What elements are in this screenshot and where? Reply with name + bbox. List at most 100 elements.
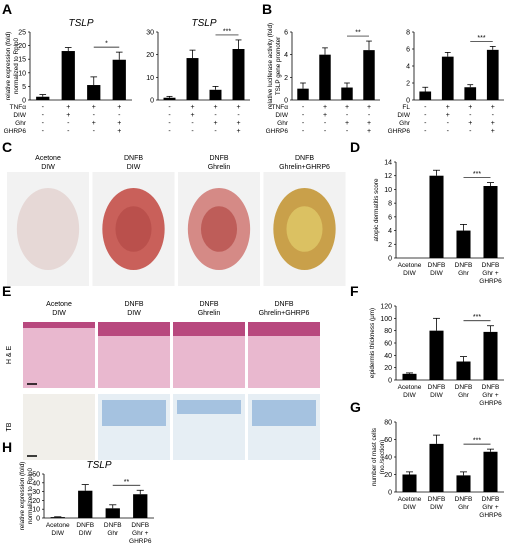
treatment-sign: +: [117, 120, 121, 127]
skin-lesion: [16, 187, 80, 271]
treatment-sign: +: [468, 120, 472, 127]
treatment-sign: -: [346, 112, 349, 119]
panel-e-item: DNFB DIW: [98, 301, 170, 460]
bar: [429, 330, 444, 380]
y-tick-label: 0: [36, 516, 40, 523]
treatment-sign: -: [168, 104, 171, 111]
treatment-sign: +: [117, 104, 121, 111]
treatment-sign: +: [117, 128, 121, 135]
bar: [341, 87, 353, 100]
group-label: GHRP6: [479, 278, 502, 285]
panel-c-item: DNFB Ghrelin: [178, 155, 260, 286]
y-tick-label: 0: [388, 490, 392, 497]
treatment-sign: +: [66, 112, 70, 119]
panel-letter-h: H: [2, 439, 12, 455]
treatment-sign: +: [190, 104, 194, 111]
y-tick-label: 5: [22, 84, 26, 91]
y-tick-label: 80: [384, 328, 392, 335]
group-label: DIW: [430, 392, 444, 399]
group-label: DIW: [430, 504, 444, 511]
treatment-sign: -: [424, 104, 427, 111]
treatment-sign: -: [214, 112, 217, 119]
treatment-sign: -: [302, 104, 305, 111]
treatment-sign: -: [447, 128, 450, 135]
treatment-row-label: TNFα: [10, 104, 27, 111]
bar: [87, 85, 101, 100]
mast-cell-staining: [252, 400, 316, 426]
panel-e-label: DIW: [52, 310, 66, 317]
treatment-sign: -: [168, 120, 171, 127]
y-tick-label: 12: [384, 173, 392, 180]
treatment-sign: -: [424, 128, 427, 135]
treatment-sign: -: [93, 128, 96, 135]
bar: [78, 490, 93, 518]
bar: [464, 87, 477, 100]
treatment-row-label: DIW: [275, 112, 289, 119]
y-tick-label: 2: [284, 75, 288, 82]
y-axis-label: TSLP gene promoter: [275, 37, 282, 95]
y-axis-label: (no./section): [379, 440, 386, 475]
y-tick-label: 4: [284, 52, 288, 59]
bar: [232, 49, 245, 100]
he-stain-image: [23, 322, 95, 388]
group-label: Ghr +: [482, 392, 499, 399]
treatment-sign: -: [469, 128, 472, 135]
treatment-row-label: DIW: [397, 112, 411, 119]
y-tick-label: 120: [380, 304, 392, 311]
treatment-sign: +: [345, 120, 349, 127]
treatment-sign: +: [236, 104, 240, 111]
bar: [402, 474, 417, 492]
treatment-sign: -: [469, 112, 472, 119]
panel-c-item: DNFB DIW: [92, 155, 175, 286]
significance-label: **: [124, 479, 130, 486]
bar: [209, 89, 222, 100]
significance-label: ***: [473, 438, 481, 445]
treatment-sign: -: [93, 112, 96, 119]
panel-c-label: Acetone: [35, 155, 61, 162]
treatment-sign: -: [42, 104, 45, 111]
treatment-sign: +: [367, 120, 371, 127]
bar: [486, 49, 499, 100]
group-label: DNFB: [482, 496, 500, 503]
bar: [133, 494, 148, 518]
treatment-sign: +: [92, 104, 96, 111]
treatment-sign: +: [92, 120, 96, 127]
panel-c-label: DNFB: [295, 155, 314, 162]
epidermis-layer: [23, 322, 95, 328]
lesion-core: [200, 206, 238, 252]
bar: [50, 517, 65, 518]
y-axis-label: relative luciferase activity (fold): [267, 23, 274, 109]
group-label: DIW: [51, 530, 65, 537]
treatment-sign: -: [447, 120, 450, 127]
treatment-sign: +: [491, 104, 495, 111]
y-tick-label: 0: [406, 98, 410, 105]
group-label: Ghr +: [482, 270, 499, 277]
y-tick-label: 14: [384, 160, 392, 167]
bar: [36, 96, 50, 100]
group-label: Acetone: [398, 496, 422, 503]
group-label: DIW: [403, 504, 417, 511]
panel-c-label: DIW: [127, 164, 141, 171]
y-tick-label: 40: [384, 353, 392, 360]
panel-e-label: DIW: [127, 310, 141, 317]
treatment-row-label: TNFα: [272, 104, 289, 111]
treatment-sign: -: [324, 120, 327, 127]
group-label: DIW: [403, 270, 417, 277]
y-tick-label: 40: [384, 455, 392, 462]
bar: [483, 186, 498, 258]
treatment-sign: +: [323, 104, 327, 111]
panel-c-label: Ghrelin: [208, 164, 231, 171]
row-label-tb: TB: [6, 422, 13, 431]
treatment-sign: -: [302, 120, 305, 127]
y-tick-label: 6: [388, 214, 392, 221]
chart-b1: 0 2 4 6 relative luciferase activity (fold) T…: [266, 23, 380, 135]
y-axis-label: epidermis thickness (μm): [369, 308, 376, 378]
treatment-row-label: GHRP6: [266, 128, 289, 135]
treatment-sign: +: [213, 104, 217, 111]
y-tick-label: 80: [384, 420, 392, 427]
panel-c-label: DNFB: [124, 155, 143, 162]
y-tick-label: 10: [384, 187, 392, 194]
bar: [61, 51, 75, 100]
y-tick-label: 6: [284, 30, 288, 37]
